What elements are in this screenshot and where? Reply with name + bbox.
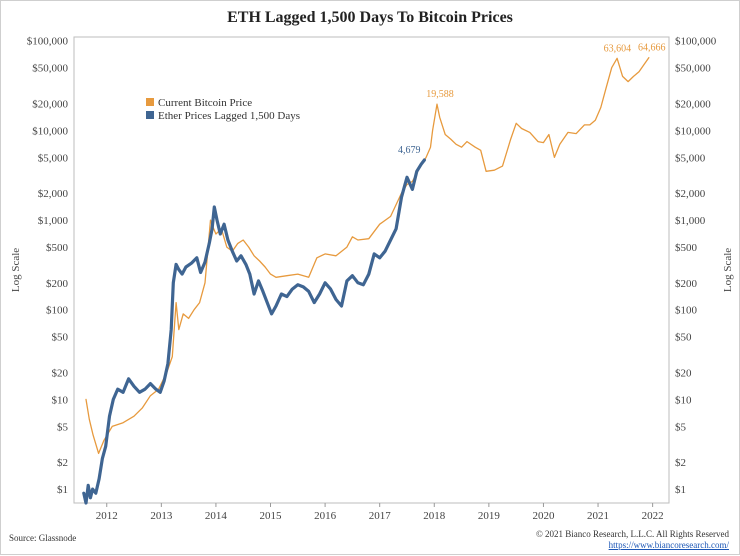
y-axis-label-left: Log Scale [10, 248, 22, 292]
x-tick-label-10: 2022 [642, 510, 664, 522]
y-tick-left-2: $5 [57, 421, 69, 433]
y-tick-left-11: $5,000 [38, 152, 69, 164]
y-tick-left-10: $2,000 [38, 188, 69, 200]
series-line-0 [85, 57, 650, 455]
website-link[interactable]: https://www.biancoresearch.com/ [608, 540, 729, 550]
y-tick-right-9: $1,000 [675, 215, 706, 227]
legend-label-1: Ether Prices Lagged 1,500 Days [158, 110, 300, 122]
x-tick-label-0: 2012 [96, 510, 118, 522]
y-tick-right-15: $100,000 [675, 36, 717, 48]
y-tick-right-12: $10,000 [675, 125, 711, 137]
chart-title: ETH Lagged 1,500 Days To Bitcoin Prices [227, 9, 513, 26]
y-tick-left-0: $1 [57, 484, 68, 496]
y-tick-right-3: $10 [675, 394, 692, 406]
y-tick-right-2: $5 [675, 421, 687, 433]
x-tick-label-5: 2017 [369, 510, 392, 522]
y-tick-right-1: $2 [675, 457, 686, 469]
y-tick-right-14: $50,000 [675, 63, 711, 75]
y-tick-left-1: $2 [57, 457, 68, 469]
legend-label-0: Current Bitcoin Price [158, 97, 252, 109]
x-tick-label-9: 2021 [587, 510, 609, 522]
x-tick-label-8: 2020 [532, 510, 555, 522]
x-tick-label-7: 2019 [478, 510, 501, 522]
y-tick-right-5: $50 [675, 332, 692, 344]
x-tick-label-1: 2013 [150, 510, 173, 522]
y-tick-right-13: $20,000 [675, 98, 711, 110]
y-tick-left-13: $20,000 [32, 98, 68, 110]
y-tick-right-11: $5,000 [675, 152, 706, 164]
y-tick-right-0: $1 [675, 484, 686, 496]
y-tick-left-3: $10 [52, 394, 69, 406]
annotation-label-1: 63,604 [604, 43, 632, 54]
y-tick-left-8: $500 [46, 242, 69, 254]
y-tick-left-6: $100 [46, 305, 69, 317]
y-tick-left-4: $20 [52, 367, 69, 379]
series-line-1 [82, 158, 426, 505]
y-tick-left-5: $50 [52, 332, 69, 344]
y-tick-left-14: $50,000 [32, 63, 68, 75]
x-tick-label-6: 2018 [423, 510, 446, 522]
y-axis-label-right: Log Scale [722, 248, 734, 292]
x-tick-label-3: 2015 [260, 510, 283, 522]
annotation-label-0: 19,588 [426, 89, 454, 100]
copyright-block: © 2021 Bianco Research, L.L.C. All Right… [536, 529, 729, 551]
x-tick-label-4: 2016 [314, 510, 337, 522]
y-tick-left-15: $100,000 [27, 36, 69, 48]
y-tick-right-6: $100 [675, 305, 698, 317]
annotation-label-2: 64,666 [638, 43, 666, 54]
y-tick-left-7: $200 [46, 278, 69, 290]
copyright-text: © 2021 Bianco Research, L.L.C. All Right… [535, 529, 729, 539]
y-tick-left-12: $10,000 [32, 125, 68, 137]
y-tick-right-7: $200 [675, 278, 698, 290]
source-note: Source: Glassnode [9, 533, 77, 543]
y-tick-right-8: $500 [675, 242, 698, 254]
legend-swatch-0 [146, 98, 154, 106]
annotation-label-3: 4,679 [398, 145, 421, 156]
y-tick-right-10: $2,000 [675, 188, 706, 200]
y-tick-left-9: $1,000 [38, 215, 69, 227]
plot-area-border [73, 36, 670, 504]
legend-swatch-1 [146, 111, 154, 119]
x-tick-label-2: 2014 [205, 510, 228, 522]
y-tick-right-4: $20 [675, 367, 692, 379]
